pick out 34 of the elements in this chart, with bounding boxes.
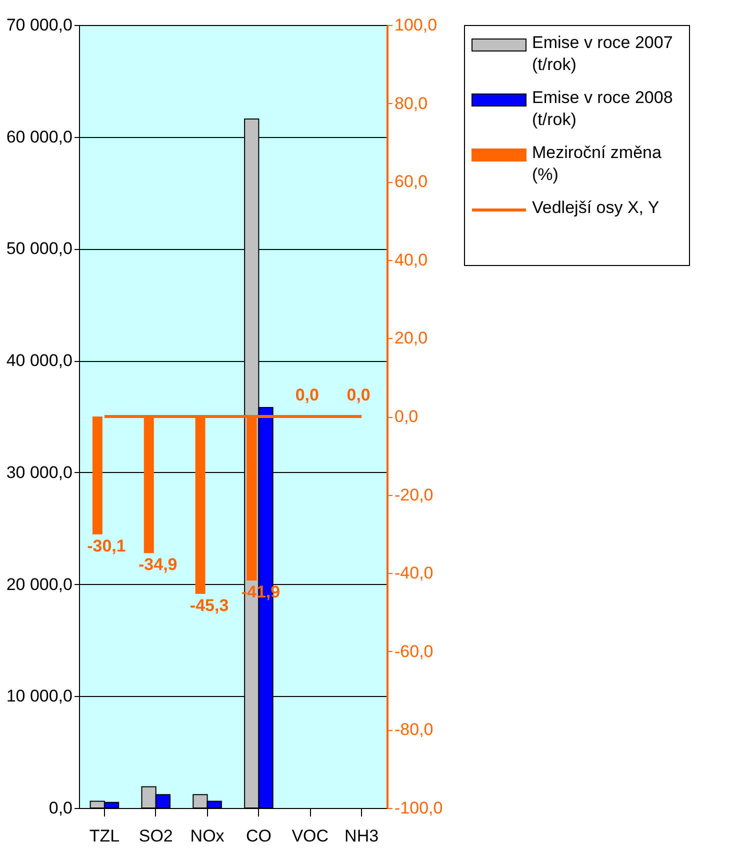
y2-tick-label: 80,0 (394, 94, 428, 113)
x-tick-label: TZL (89, 826, 120, 846)
legend-label: Emise v roce 2007 (t/rok) (532, 33, 673, 74)
y-tick-label: 0,0 (48, 798, 72, 818)
data-label: 0,0 (346, 386, 370, 404)
y2-tick-label: -100,0 (394, 798, 443, 818)
y-tick-label: 20 000,0 (6, 574, 72, 594)
y-tick-label: 70 000,0 (6, 16, 72, 34)
y2-tick-label: 100,0 (394, 16, 438, 34)
legend-label: Emise v roce 2008 (t/rok) (532, 88, 673, 129)
x-tick-label: CO (246, 826, 272, 846)
legend-label: Meziroční změna (%) (532, 143, 662, 184)
x-tick-label: NOx (190, 826, 225, 846)
y-tick-label: 40 000,0 (6, 351, 72, 370)
data-label: -30,1 (87, 536, 126, 556)
y-tick-label: 30 000,0 (6, 462, 72, 482)
y-tick-label: 60 000,0 (6, 127, 72, 146)
y2-tick-label: 40,0 (394, 250, 428, 270)
y2-tick-label: -40,0 (394, 564, 434, 583)
y2-tick-label: -20,0 (394, 485, 434, 504)
y2-tick-label: -60,0 (394, 642, 434, 661)
data-label: -34,9 (138, 555, 178, 574)
x-tick-label: SO2 (138, 826, 173, 846)
y-tick-label: 50 000,0 (6, 239, 72, 258)
y2-tick-label: 0,0 (394, 407, 418, 426)
y2-tick-label: -80,0 (394, 720, 434, 740)
legend-label: Vedlejší osy X, Y (532, 198, 660, 217)
x-tick-label: NH3 (344, 826, 379, 846)
x-tick-label: VOC (292, 826, 329, 846)
y2-tick-label: 20,0 (394, 328, 428, 348)
y2-tick-label: 60,0 (394, 172, 428, 192)
data-label: -45,3 (190, 596, 229, 615)
y-tick-label: 10 000,0 (6, 686, 72, 706)
data-label: 0,0 (295, 386, 319, 404)
